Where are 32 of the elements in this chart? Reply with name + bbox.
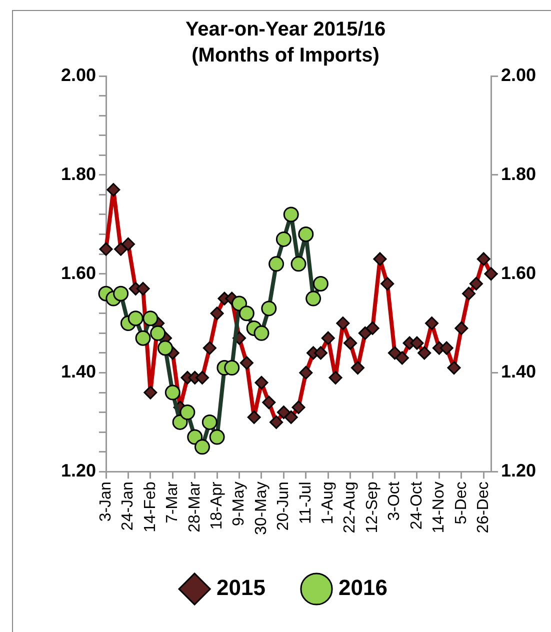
x-tick-label: 26-Dec bbox=[475, 482, 492, 534]
y2-tick-label: 1.60 bbox=[501, 262, 536, 283]
x-tick-label: 9-May bbox=[230, 482, 248, 526]
y-tick-label: 1.20 bbox=[60, 460, 96, 481]
x-tick-label: 24-Oct bbox=[408, 481, 426, 530]
x-tick-label: 5-Dec bbox=[452, 482, 470, 524]
x-tick-label: 3-Oct bbox=[386, 481, 404, 521]
x-tick-label: 20-Jun bbox=[275, 482, 292, 531]
y2-tick-label: 1.80 bbox=[501, 164, 536, 184]
chart-title: Year-on-Year 2015/16 bbox=[185, 18, 386, 41]
chart-subtitle: (Months of Imports) bbox=[192, 44, 380, 67]
x-tick-label: 11-Jul bbox=[297, 482, 314, 524]
x-tick-label: 14-Nov bbox=[430, 482, 448, 534]
y2-tick-label: 1.20 bbox=[501, 460, 536, 481]
legend-label: 2016 bbox=[338, 575, 388, 600]
x-tick-label: 3-Jan bbox=[97, 482, 114, 522]
x-tick-label: 12-Sep bbox=[364, 482, 381, 534]
y2-tick-label: 1.40 bbox=[501, 362, 536, 382]
x-tick-label: 18-Apr bbox=[208, 480, 226, 530]
x-tick-label: 1-Aug bbox=[320, 482, 337, 524]
x-tick-label: 28-Mar bbox=[186, 480, 204, 532]
y-tick-label: 1.80 bbox=[60, 164, 96, 184]
y-tick-label: 1.40 bbox=[60, 362, 96, 382]
x-tick-label: 24-Jan bbox=[120, 482, 137, 531]
y2-tick-label: 2.00 bbox=[501, 64, 536, 85]
x-tick-label: 14-Feb bbox=[142, 482, 159, 532]
x-tick-label: 22-Aug bbox=[342, 482, 359, 534]
x-tick-label: 7-Mar bbox=[164, 480, 182, 524]
y-tick-label: 1.60 bbox=[60, 262, 96, 283]
x-tick-label: 30-May bbox=[252, 482, 270, 536]
legend-label: 2015 bbox=[216, 575, 266, 600]
y-tick-label: 2.00 bbox=[60, 64, 96, 85]
